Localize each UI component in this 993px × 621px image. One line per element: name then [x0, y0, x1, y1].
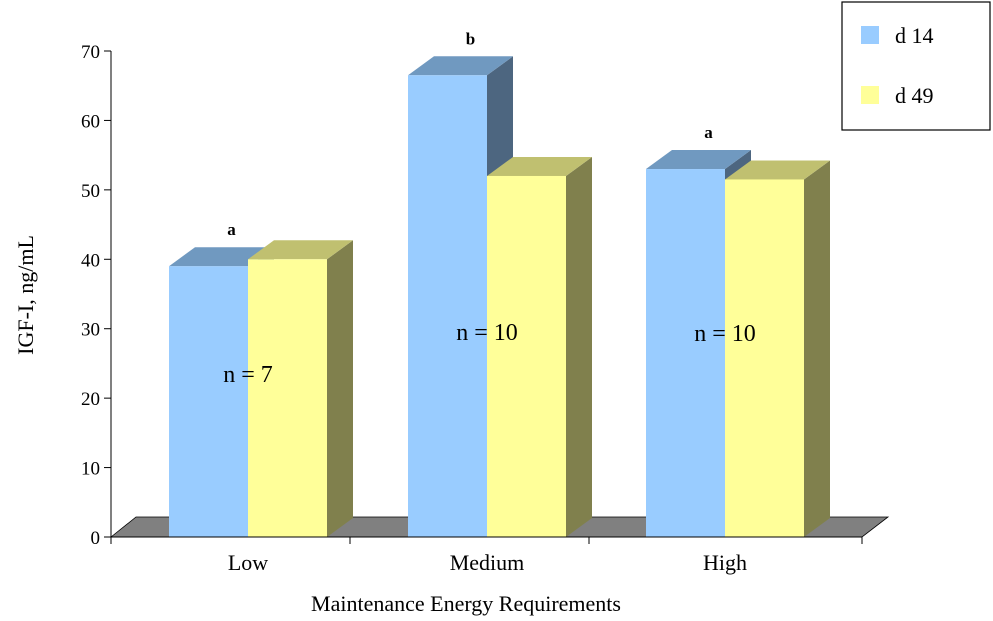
legend-label-d14: d 14	[895, 23, 934, 48]
bar-high-d49	[725, 160, 830, 537]
bar-medium-d49	[487, 156, 592, 537]
bar-top	[169, 247, 274, 267]
bar-top	[248, 240, 353, 260]
legend-swatch-d14	[861, 26, 879, 44]
legend: d 14 d 49	[841, 1, 991, 131]
significance-letter: a	[227, 220, 236, 239]
bar-front	[169, 266, 248, 537]
bar-side	[804, 160, 830, 537]
y-tick-label: 60	[81, 111, 100, 132]
bar-front	[487, 175, 566, 537]
legend-label-d49: d 49	[895, 83, 934, 108]
n-label: n = 10	[456, 320, 518, 346]
bars-group	[169, 56, 830, 538]
y-tick-label: 70	[81, 42, 100, 63]
y-tick-label: 0	[91, 528, 101, 549]
y-axis: 0 10 20 30 40 50 60 70	[81, 42, 112, 549]
y-tick-label: 40	[81, 250, 100, 271]
x-tick-label: Low	[228, 550, 268, 575]
bar-top	[408, 56, 513, 76]
bar-front	[725, 179, 804, 537]
bar-top	[487, 156, 592, 176]
bar-top	[646, 150, 751, 170]
y-axis-title: IGF-I, ng/mL	[13, 235, 38, 355]
significance-letter: b	[466, 29, 475, 48]
bar-top	[725, 160, 830, 180]
annotations: a n = 7 b n = 10 a n = 10	[223, 29, 756, 388]
y-tick-label: 20	[81, 389, 100, 410]
x-tick-label: Medium	[450, 550, 525, 575]
legend-box	[841, 1, 991, 131]
bar-front	[408, 75, 487, 538]
legend-swatch-d49	[861, 86, 879, 104]
y-tick-label: 50	[81, 181, 100, 202]
bar-low-d49	[248, 240, 353, 538]
x-axis-title: Maintenance Energy Requirements	[311, 591, 621, 616]
n-label: n = 7	[223, 362, 273, 388]
bar-side	[566, 156, 592, 537]
x-axis: Low Medium High	[110, 536, 863, 575]
significance-letter: a	[704, 123, 713, 142]
bar-front	[248, 259, 327, 537]
bar-side	[327, 240, 353, 538]
n-label: n = 10	[694, 321, 756, 347]
x-tick-label: High	[703, 550, 747, 575]
y-tick-label: 30	[81, 320, 100, 341]
y-tick-label: 10	[81, 459, 100, 480]
bar-front	[646, 169, 725, 537]
